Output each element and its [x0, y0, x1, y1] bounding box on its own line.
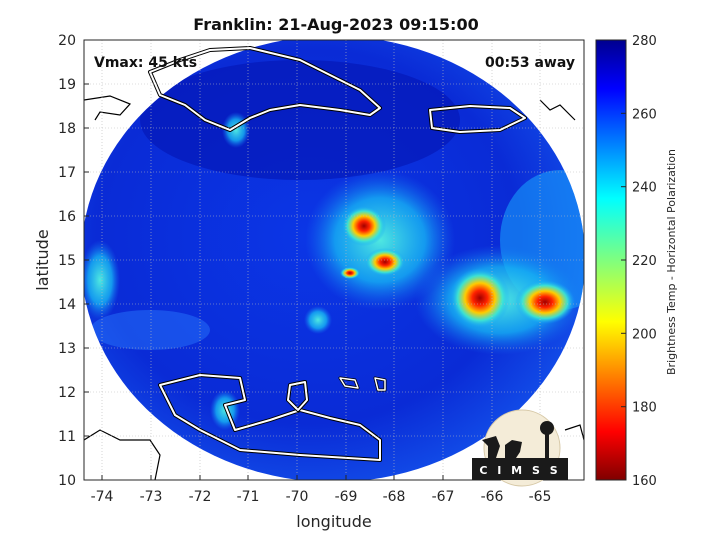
colorbar: 160 180 200 220 240 260 280 Brightness T…	[595, 34, 678, 489]
x-tick-label: -71	[237, 489, 260, 505]
x-tick-label: -74	[91, 489, 114, 505]
y-tick-label: 18	[58, 121, 76, 137]
colorbar-tick-label: 220	[632, 254, 657, 269]
chart-title: Franklin: 21-Aug-2023 09:15:00	[193, 15, 478, 34]
y-tick-label: 13	[58, 341, 76, 357]
colorbar-tick-label: 180	[632, 401, 657, 416]
x-tick-labels: -74 -73 -72 -71 -70 -69 -68 -67 -66 -65	[91, 489, 552, 505]
cimss-logo: C I M S S	[472, 409, 568, 487]
coastlines	[148, 46, 527, 462]
y-tick-label: 20	[58, 33, 76, 49]
x-tick-label: -66	[481, 489, 504, 505]
gridlines	[84, 40, 584, 480]
vmax-label: Vmax: 45 kts	[94, 55, 197, 71]
x-tick-label: -72	[189, 489, 212, 505]
time-away-label: 00:53 away	[485, 55, 575, 71]
map-panel	[84, 40, 584, 480]
colorbar-label: Brightness Temp - Horizontal Polarizatio…	[665, 149, 678, 375]
colorbar-tick-label: 200	[632, 327, 657, 342]
y-tick-label: 15	[58, 253, 76, 269]
y-tick-label: 11	[58, 429, 76, 445]
logo-text: C I M S S	[479, 464, 560, 477]
y-tick-label: 10	[58, 473, 76, 489]
y-tick-labels: 10 11 12 13 14 15 16 17 18 19 20	[58, 33, 76, 489]
x-tick-label: -69	[335, 489, 358, 505]
colorbar-tick-label: 240	[632, 181, 657, 196]
convective-cores	[340, 206, 575, 328]
y-tick-label: 12	[58, 385, 76, 401]
outer-coastlines	[84, 95, 584, 480]
x-tick-label: -70	[286, 489, 309, 505]
colorbar-tick-label: 260	[632, 107, 657, 122]
y-tick-label: 14	[58, 297, 76, 313]
y-tick-label: 17	[58, 165, 76, 181]
y-tick-label: 19	[58, 77, 76, 93]
x-tick-label: -73	[140, 489, 163, 505]
x-tick-label: -65	[529, 489, 552, 505]
x-tick-label: -68	[383, 489, 406, 505]
colorbar-tick-label: 160	[632, 474, 657, 489]
y-tick-label: 16	[58, 209, 76, 225]
colorbar-tick-label: 280	[632, 34, 657, 49]
x-axis-label: longitude	[296, 512, 371, 531]
x-tick-label: -67	[432, 489, 455, 505]
y-axis-label: latitude	[33, 229, 52, 290]
